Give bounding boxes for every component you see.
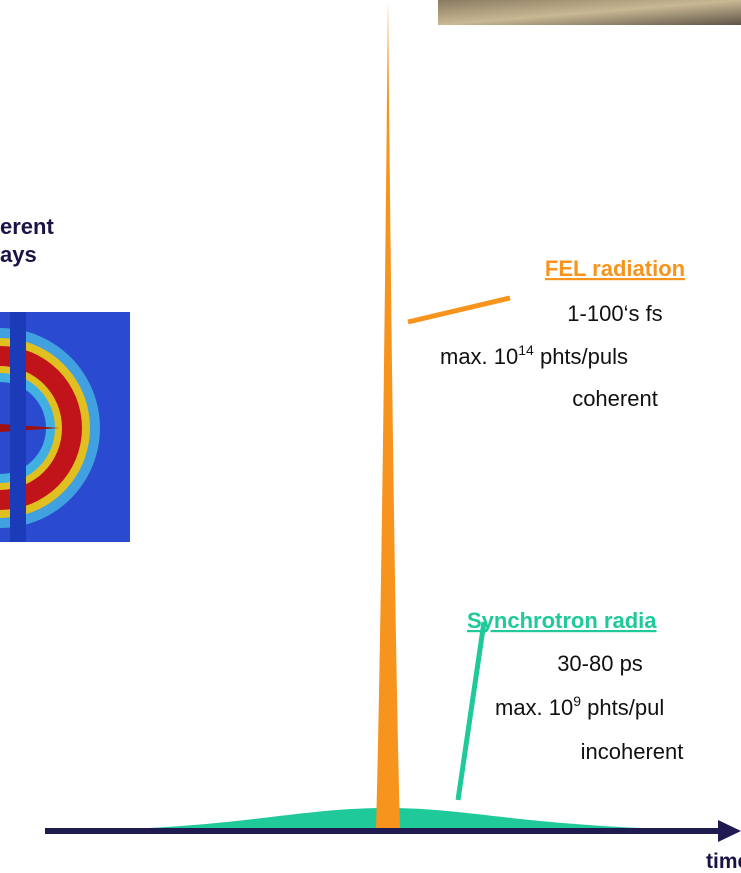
synchrotron-coherence: incoherent — [581, 739, 684, 764]
axis-label: time — [706, 850, 741, 873]
left-label: ays — [0, 242, 37, 267]
synchrotron-duration: 30-80 ps — [557, 651, 643, 676]
photo — [438, 0, 741, 25]
fel-coherence: coherent — [572, 386, 658, 411]
synchrotron-title: Synchrotron radia — [467, 608, 657, 633]
text: max. 10 — [440, 344, 518, 369]
superscript: 9 — [573, 693, 581, 709]
text: max. 10 — [495, 695, 573, 720]
fel-duration: 1-100‘s fs — [567, 301, 662, 326]
page: {"left_label": {"line1": "erent", "line2… — [0, 0, 741, 873]
synchrotron-pulse — [100, 808, 700, 830]
diagram: erent ays time FEL radiation 1-100‘s fs … — [0, 0, 741, 873]
left-label: erent — [0, 214, 54, 239]
synchrotron-photons: max. 109 phts/pul — [495, 693, 664, 720]
text: phts/pul — [581, 695, 664, 720]
axis-arrow — [718, 820, 741, 842]
diffraction-image — [0, 312, 130, 542]
text: phts/puls — [534, 344, 628, 369]
fel-title: FEL radiation — [545, 256, 685, 281]
synchrotron-pointer — [458, 622, 484, 800]
fel-pulse — [376, 0, 400, 830]
superscript: 14 — [518, 342, 534, 358]
fel-pointer — [408, 298, 510, 322]
fel-photons: max. 1014 phts/puls — [440, 342, 628, 369]
